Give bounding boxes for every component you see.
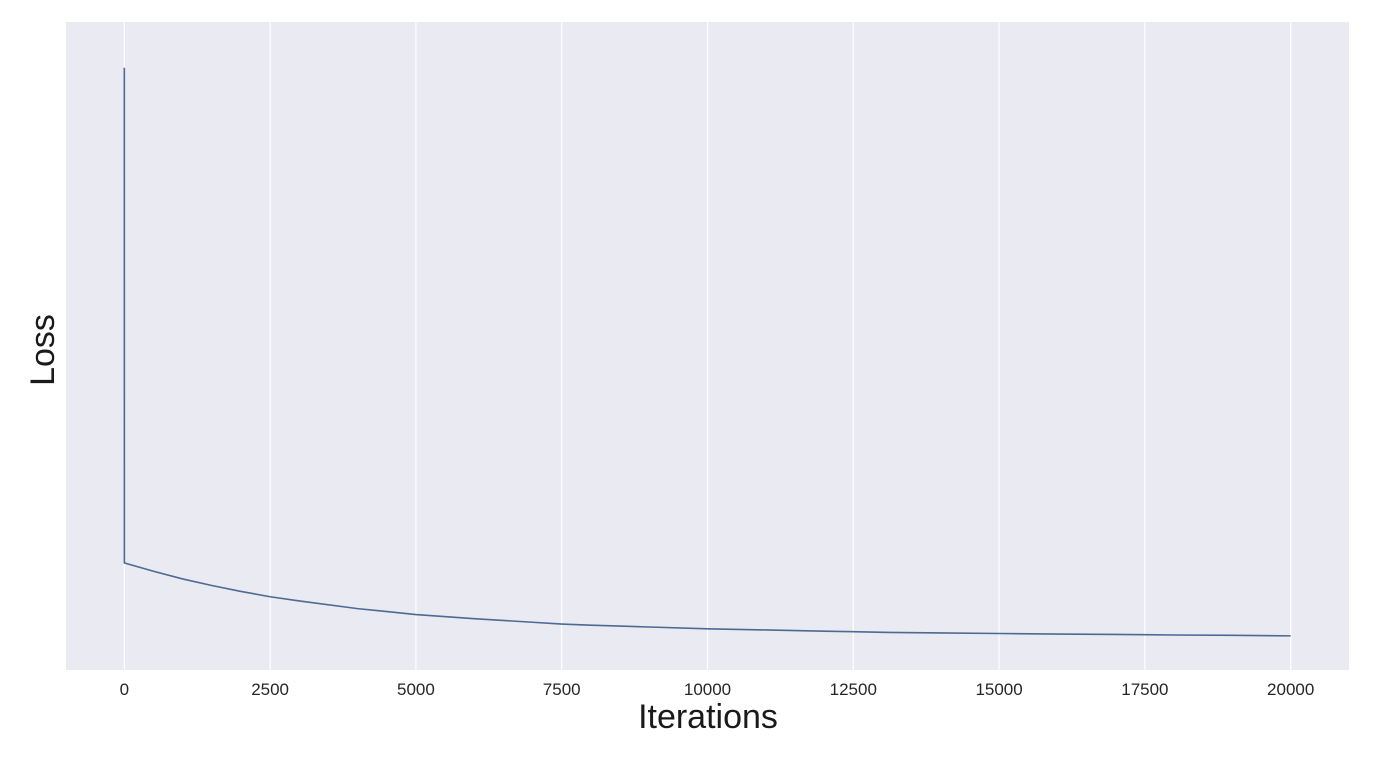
x-tick-label: 10000 bbox=[684, 680, 731, 699]
series-layer bbox=[123, 67, 1291, 637]
y-axis-label: Loss bbox=[24, 314, 62, 386]
x-tick-label: 15000 bbox=[975, 680, 1022, 699]
x-axis-label: Iterations bbox=[638, 698, 778, 736]
x-tick-label: 17500 bbox=[1121, 680, 1168, 699]
x-tick-label: 0 bbox=[120, 680, 129, 699]
loss-series-line bbox=[123, 67, 1291, 637]
x-tick-label: 20000 bbox=[1267, 680, 1314, 699]
x-tick-labels: 0 2500 5000 7500 10000 12500 15000 17500 20000 bbox=[120, 680, 1315, 699]
x-tick-label: 2500 bbox=[251, 680, 289, 699]
x-tick-label: 5000 bbox=[397, 680, 435, 699]
x-tick-label: 12500 bbox=[830, 680, 877, 699]
x-tick-label: 7500 bbox=[543, 680, 581, 699]
